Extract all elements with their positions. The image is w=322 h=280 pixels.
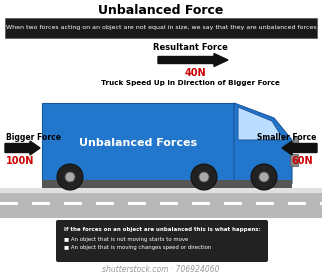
Text: Truck Speed Up in Direction of Bigger Force: Truck Speed Up in Direction of Bigger Fo… [100, 80, 279, 86]
Bar [0, 188, 322, 193]
Bar [0, 188, 322, 218]
Circle shape [65, 172, 75, 182]
Bar [290, 154, 298, 166]
Text: shutterstock.com · 706924060: shutterstock.com · 706924060 [102, 265, 220, 274]
Bar [128, 202, 146, 205]
Bar [293, 136, 298, 143]
Bar [256, 202, 274, 205]
Bar [224, 202, 242, 205]
Circle shape [251, 164, 277, 190]
Bar [42, 103, 234, 184]
Text: Bigger Force: Bigger Force [6, 134, 61, 143]
Text: If the forces on an object are unbalanced this is what happens:: If the forces on an object are unbalance… [64, 227, 261, 232]
Text: 40N: 40N [184, 68, 206, 78]
Circle shape [191, 164, 217, 190]
Text: When two forces acting on an object are not equal in size, we say that they are : When two forces acting on an object are … [6, 25, 316, 31]
Bar [64, 202, 82, 205]
Text: Resultant Force: Resultant Force [153, 43, 227, 53]
Bar [96, 202, 114, 205]
Bar [42, 180, 292, 188]
FancyArrow shape [158, 53, 228, 67]
Text: 60N: 60N [291, 156, 313, 166]
Text: ■ An object that is not moving starts to move: ■ An object that is not moving starts to… [64, 237, 188, 241]
Text: Unbalanced Forces: Unbalanced Forces [79, 139, 197, 148]
FancyArrow shape [282, 141, 317, 155]
FancyArrow shape [5, 141, 40, 155]
Bar [160, 202, 178, 205]
Bar [320, 202, 322, 205]
Text: Smaller Force: Smaller Force [257, 134, 316, 143]
Polygon shape [234, 103, 292, 184]
Bar [288, 202, 306, 205]
Bar [5, 18, 317, 38]
Text: Unbalanced Force: Unbalanced Force [98, 4, 224, 17]
Bar [192, 202, 210, 205]
Polygon shape [238, 107, 284, 140]
Bar [32, 202, 50, 205]
Text: ■ An object that is moving changes speed or direction: ■ An object that is moving changes speed… [64, 246, 211, 251]
Circle shape [57, 164, 83, 190]
Bar [0, 202, 18, 205]
Text: 100N: 100N [6, 156, 34, 166]
FancyBboxPatch shape [56, 220, 268, 262]
Circle shape [199, 172, 209, 182]
Circle shape [259, 172, 269, 182]
